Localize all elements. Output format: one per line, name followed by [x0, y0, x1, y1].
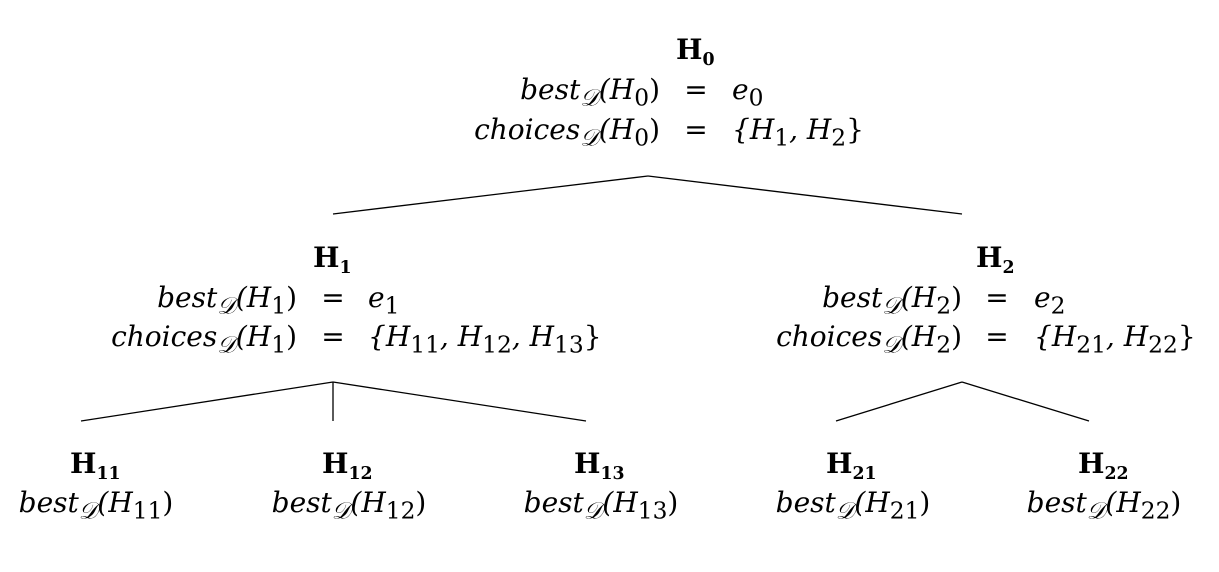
- edge-h2-h21: [835, 381, 963, 422]
- node-h2-choices-rhs: {H21, H22}: [1034, 320, 1196, 359]
- node-h2-best-rhs: e2: [1034, 281, 1066, 320]
- node-h12-best: best𝒟(H12): [271, 486, 427, 525]
- node-h0-best-lhs: best𝒟(H0): [520, 73, 660, 112]
- node-h0-best-rhs: e0: [732, 73, 764, 112]
- node-h11-title: H11: [70, 447, 121, 485]
- node-h2-best-lhs: best𝒟(H2): [822, 281, 962, 320]
- node-h0-choices-rhs: {H1, H2}: [732, 113, 864, 152]
- edge-h0-h2: [647, 175, 963, 215]
- node-h1-choices-row: choices𝒟(H1) = {H11, H12, H13}: [0, 319, 1219, 359]
- node-h1-best-eq: =: [321, 281, 345, 314]
- node-h1-choices-eq: =: [321, 320, 345, 353]
- node-h11-best: best𝒟(H11): [18, 486, 174, 525]
- node-h21-best: best𝒟(H21): [775, 486, 931, 525]
- node-h2-best-row: best𝒟(H2) = e2: [0, 280, 1219, 320]
- node-h0-best-eq: =: [684, 73, 708, 106]
- node-h22-title: H22: [1078, 447, 1129, 485]
- edge-h1-h11: [80, 381, 334, 422]
- node-h2-title: H2: [976, 241, 1015, 279]
- node-h22-best: best𝒟(H22): [1026, 486, 1182, 525]
- node-h2-best-eq: =: [985, 281, 1009, 314]
- node-h0-choices-row: choices𝒟(H0) = {H1, H2}: [0, 112, 1219, 152]
- node-h13-best: best𝒟(H13): [523, 486, 679, 525]
- edge-h0-h1: [332, 175, 649, 215]
- node-h0-choices-eq: =: [684, 113, 708, 146]
- node-h1-choices-lhs: choices𝒟(H1): [111, 320, 297, 359]
- node-h1-title: H1: [313, 241, 352, 279]
- node-h1-best-lhs: best𝒟(H1): [157, 281, 297, 320]
- node-h2-choices-row: choices𝒟(H2) = {H21, H22}: [0, 319, 1219, 359]
- node-h0-best-row: best𝒟(H0) = e0: [0, 72, 1219, 112]
- node-h1-best-row: best𝒟(H1) = e1: [0, 280, 1219, 320]
- node-h21-title: H21: [826, 447, 877, 485]
- node-h0-title: H0: [676, 33, 715, 71]
- node-h0-choices-lhs: choices𝒟(H0): [474, 113, 660, 152]
- edge-h2-h22: [961, 381, 1090, 422]
- node-h2-choices-lhs: choices𝒟(H2): [776, 320, 962, 359]
- node-h1-best-rhs: e1: [368, 281, 400, 320]
- node-h1-choices-rhs: {H11, H12, H13}: [368, 320, 602, 359]
- edge-h1-h13: [332, 381, 587, 422]
- node-h12-title: H12: [322, 447, 373, 485]
- node-h13-title: H13: [574, 447, 625, 485]
- node-h2-choices-eq: =: [985, 320, 1009, 353]
